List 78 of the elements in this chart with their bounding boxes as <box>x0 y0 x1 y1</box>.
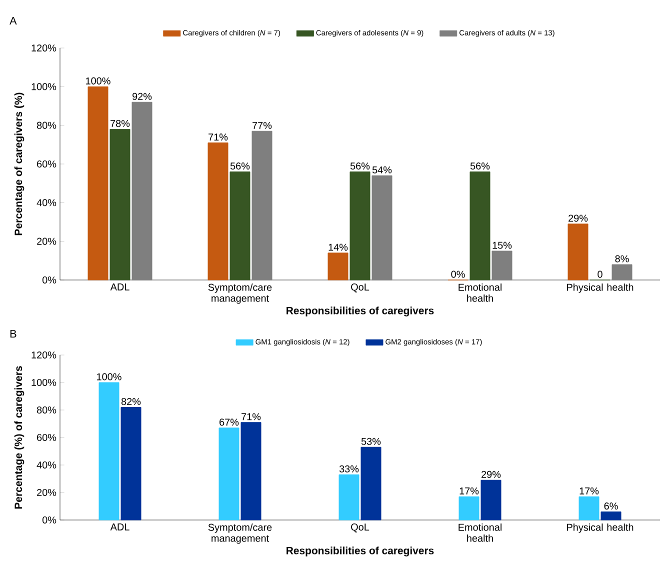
data-label: 82% <box>121 398 141 406</box>
bar <box>218 428 240 520</box>
data-label: 53% <box>361 438 381 445</box>
bar <box>568 224 588 280</box>
y-tick-label: 100% <box>32 83 56 90</box>
data-label: 100% <box>97 373 122 380</box>
data-label: 8% <box>615 255 629 262</box>
bar <box>470 171 490 280</box>
y-tick-label: 40% <box>36 199 56 206</box>
data-label: 0 <box>598 270 602 278</box>
x-tick-label: Emotional health <box>458 284 502 302</box>
data-label: 78% <box>110 120 130 127</box>
data-label: 33% <box>339 465 359 472</box>
x-tick-label: Physical health <box>567 284 634 293</box>
bar <box>120 407 142 520</box>
bar <box>600 512 622 520</box>
data-label: 92% <box>132 92 152 100</box>
bar <box>612 264 632 280</box>
x-tick-label: ADL <box>110 284 130 290</box>
chart-title: B <box>10 330 16 338</box>
y-tick-label: 0% <box>42 516 56 524</box>
bar <box>372 175 392 280</box>
data-label: 29% <box>482 470 501 478</box>
y-tick-label: 80% <box>36 406 56 414</box>
bar <box>578 496 600 520</box>
data-label: 14% <box>328 244 348 251</box>
y-axis-title: Percentage of caregivers (%) <box>14 92 24 236</box>
bar <box>98 382 120 520</box>
chart-title: A <box>10 16 17 24</box>
y-tick-label: 60% <box>37 434 56 442</box>
bar <box>132 102 152 280</box>
data-label: 15% <box>492 242 512 249</box>
y-tick-label: 100% <box>32 378 56 386</box>
x-axis-title: Responsibilities of caregivers <box>286 546 434 556</box>
data-label: 17% <box>460 487 479 494</box>
y-axis-title: Percentage (%) of caregivers <box>14 366 24 509</box>
bar <box>338 474 360 520</box>
bar <box>492 250 512 280</box>
bar <box>360 446 382 520</box>
y-tick-label: 120% <box>32 351 56 359</box>
data-label: 100% <box>86 77 110 84</box>
x-tick-label: Emotional health <box>458 524 502 542</box>
y-tick-label: 60% <box>37 160 56 168</box>
data-label: 54% <box>372 166 392 174</box>
bar <box>328 252 348 280</box>
data-label: 56% <box>470 162 490 170</box>
bar <box>350 171 370 280</box>
y-tick-label: 20% <box>37 238 56 245</box>
data-label: 56% <box>230 162 250 170</box>
y-tick-label: 0% <box>42 276 56 284</box>
data-label: 71% <box>242 413 261 420</box>
x-tick-label: Physical health <box>567 524 634 533</box>
x-tick-label: Symptom/care management <box>208 524 272 544</box>
bar <box>458 496 480 520</box>
data-label: 29% <box>568 214 588 222</box>
bar <box>240 422 262 520</box>
x-tick-label: QoL <box>351 524 370 532</box>
bar <box>480 480 502 520</box>
x-tick-label: ADL <box>110 524 130 530</box>
x-tick-label: Symptom/care management <box>208 284 272 304</box>
data-label: 0% <box>451 270 465 278</box>
y-tick-label: 40% <box>36 461 56 469</box>
data-label: 67% <box>220 418 239 426</box>
y-tick-label: 120% <box>32 44 56 52</box>
x-tick-label: QoL <box>351 284 370 292</box>
data-label: 17% <box>580 487 599 494</box>
bar <box>252 130 272 280</box>
bar <box>88 86 108 280</box>
data-label: 56% <box>350 162 370 170</box>
bar <box>230 171 250 280</box>
data-label: 71% <box>208 134 228 141</box>
y-tick-label: 80% <box>36 122 56 129</box>
data-label: 77% <box>252 122 272 129</box>
data-label: 6% <box>604 502 618 510</box>
x-axis-title: Responsibilities of caregivers <box>286 306 434 316</box>
bar <box>110 128 130 280</box>
y-tick-label: 20% <box>37 488 56 496</box>
bar <box>208 142 228 280</box>
